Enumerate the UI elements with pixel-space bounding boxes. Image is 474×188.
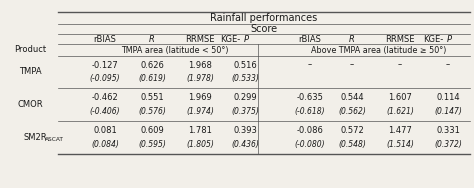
Text: (0.436): (0.436) xyxy=(231,140,259,149)
Text: 0.516: 0.516 xyxy=(233,61,257,70)
Text: 1.969: 1.969 xyxy=(188,93,212,102)
Text: Product: Product xyxy=(14,45,46,55)
Text: (0.595): (0.595) xyxy=(138,140,166,149)
Text: KGE-: KGE- xyxy=(220,35,240,43)
Text: TMPA area (latitude < 50°): TMPA area (latitude < 50°) xyxy=(121,45,229,55)
Text: Rainfall performances: Rainfall performances xyxy=(210,13,318,23)
Text: (0.619): (0.619) xyxy=(138,74,166,83)
Text: 0.393: 0.393 xyxy=(233,126,257,135)
Text: RRMSE: RRMSE xyxy=(185,35,215,43)
Text: TMPA: TMPA xyxy=(18,67,41,77)
Text: 0.551: 0.551 xyxy=(140,93,164,102)
Text: 0.626: 0.626 xyxy=(140,61,164,70)
Text: -0.462: -0.462 xyxy=(91,93,118,102)
Text: 0.331: 0.331 xyxy=(436,126,460,135)
Text: 0.572: 0.572 xyxy=(340,126,364,135)
Text: R: R xyxy=(149,35,155,43)
Text: (0.372): (0.372) xyxy=(434,140,462,149)
Text: CMOR: CMOR xyxy=(17,100,43,109)
Text: 0.299: 0.299 xyxy=(233,93,257,102)
Text: 0.544: 0.544 xyxy=(340,93,364,102)
Text: 1.477: 1.477 xyxy=(388,126,412,135)
Text: rBIAS: rBIAS xyxy=(93,35,117,43)
Text: (1.805): (1.805) xyxy=(186,140,214,149)
Text: 0.081: 0.081 xyxy=(93,126,117,135)
Text: -0.127: -0.127 xyxy=(91,61,118,70)
Text: (-0.080): (-0.080) xyxy=(295,140,325,149)
Text: ASCAT: ASCAT xyxy=(45,137,64,142)
Text: 1.607: 1.607 xyxy=(388,93,412,102)
Text: (0.548): (0.548) xyxy=(338,140,366,149)
Text: RRMSE: RRMSE xyxy=(385,35,415,43)
Text: (-0.618): (-0.618) xyxy=(295,107,325,116)
Text: –: – xyxy=(398,61,402,70)
Text: 0.114: 0.114 xyxy=(436,93,460,102)
Text: (0.375): (0.375) xyxy=(231,107,259,116)
Text: R: R xyxy=(349,35,355,43)
Text: (0.576): (0.576) xyxy=(138,107,166,116)
Text: P: P xyxy=(447,35,452,43)
Text: 1.968: 1.968 xyxy=(188,61,212,70)
Text: (-0.406): (-0.406) xyxy=(90,107,120,116)
Text: –: – xyxy=(446,61,450,70)
Text: (0.533): (0.533) xyxy=(231,74,259,83)
Text: –: – xyxy=(308,61,312,70)
Text: (1.978): (1.978) xyxy=(186,74,214,83)
Text: rBIAS: rBIAS xyxy=(299,35,321,43)
Text: (1.974): (1.974) xyxy=(186,107,214,116)
Text: –: – xyxy=(350,61,354,70)
Text: 0.609: 0.609 xyxy=(140,126,164,135)
Text: Score: Score xyxy=(250,24,278,34)
Text: -0.635: -0.635 xyxy=(297,93,323,102)
Text: (1.514): (1.514) xyxy=(386,140,414,149)
Text: (0.084): (0.084) xyxy=(91,140,119,149)
Text: (-0.095): (-0.095) xyxy=(90,74,120,83)
Text: -0.086: -0.086 xyxy=(297,126,323,135)
Text: Above TMPA area (latitude ≥ 50°): Above TMPA area (latitude ≥ 50°) xyxy=(311,45,447,55)
Text: KGE-: KGE- xyxy=(423,35,443,43)
Text: 1.781: 1.781 xyxy=(188,126,212,135)
Text: (0.562): (0.562) xyxy=(338,107,366,116)
Text: (1.621): (1.621) xyxy=(386,107,414,116)
Text: (0.147): (0.147) xyxy=(434,107,462,116)
Text: SM2R: SM2R xyxy=(24,133,47,142)
Text: P: P xyxy=(244,35,249,43)
